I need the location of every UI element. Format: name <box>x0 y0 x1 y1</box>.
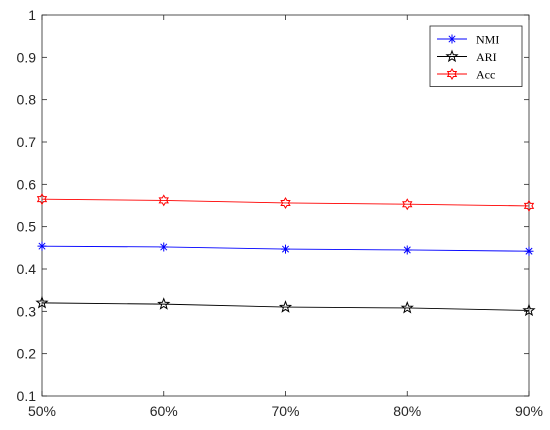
y-tick-label: 0.4 <box>17 261 37 277</box>
x-axis: 50% 60% 70% 80% 90% <box>28 15 543 419</box>
data-point-nmi <box>281 244 290 254</box>
legend-marker-ari <box>445 49 459 63</box>
x-tick-label: 80% <box>393 403 421 419</box>
x-tick-label: 70% <box>271 403 299 419</box>
data-point-nmi <box>37 241 47 251</box>
legend-label-nmi: NMI <box>476 33 499 47</box>
data-point-ari <box>35 295 49 309</box>
y-tick-label: 0.9 <box>17 49 37 65</box>
data-point-nmi <box>159 242 169 252</box>
y-tick-label: 0.5 <box>17 219 37 235</box>
data-point-acc <box>280 196 291 209</box>
data-point-nmi <box>402 245 412 255</box>
data-point-nmi <box>524 246 534 256</box>
y-tick-label: 0.7 <box>17 134 37 150</box>
y-tick-label: 0.1 <box>17 388 37 404</box>
data-point-ari <box>522 303 536 317</box>
series-line-ari <box>41 302 530 311</box>
series-layer <box>35 193 536 317</box>
data-point-ari <box>278 300 293 313</box>
data-point-ari <box>157 297 171 310</box>
legend: NMI ARI Acc <box>429 25 523 87</box>
series-line-acc <box>41 198 530 207</box>
data-point-acc <box>402 198 413 211</box>
data-point-acc <box>36 193 48 206</box>
y-axis: 0.1 0.2 0.3 0.4 0.5 0.6 0.7 0.8 0.9 1 <box>17 7 529 404</box>
y-tick-label: 0.3 <box>17 303 37 319</box>
y-tick-label: 0.6 <box>17 176 37 192</box>
y-tick-label: 0.8 <box>17 92 37 108</box>
legend-label-ari: ARI <box>476 50 497 64</box>
data-point-ari <box>400 301 414 314</box>
data-point-acc <box>523 199 535 212</box>
x-tick-label: 60% <box>150 403 178 419</box>
legend-label-acc: Acc <box>476 68 495 82</box>
data-point-acc <box>158 194 169 207</box>
legend-marker-acc <box>446 68 458 80</box>
x-tick-label: 90% <box>515 403 543 419</box>
y-tick-label: 0.2 <box>17 346 37 362</box>
legend-marker-nmi <box>447 34 457 44</box>
y-tick-label: 1 <box>28 7 36 23</box>
x-tick-label: 50% <box>28 403 56 419</box>
